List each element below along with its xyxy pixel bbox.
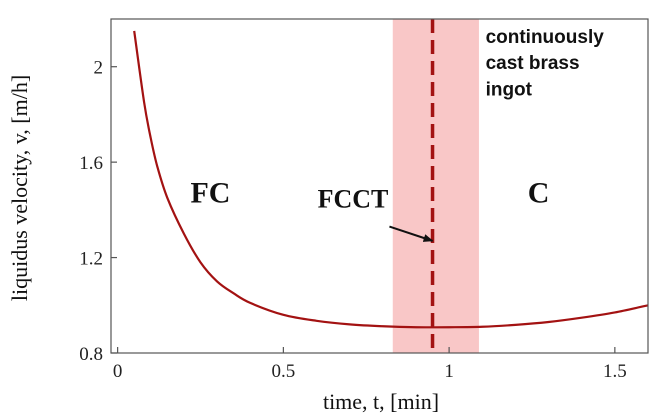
y-tick-label: 2 — [94, 58, 104, 79]
y-tick-label: 1.2 — [79, 249, 103, 270]
x-tick-label: 1 — [444, 361, 454, 382]
y-tick-label: 0.8 — [79, 344, 103, 365]
ingot-note-line: continuously — [486, 27, 605, 48]
axes: 0 0.5 1 1.5 0.8 1.2 1.6 2 FC C FCCT continuously cas… — [79, 18, 649, 382]
plot-area — [133, 19, 649, 353]
fcct-arrow — [389, 225, 434, 242]
x-tick-label: 1.5 — [603, 361, 627, 382]
ingot-note-line: cast brass — [486, 53, 580, 74]
velocity-curve-0 — [133, 30, 649, 329]
x-tick-label: 0 — [113, 361, 123, 382]
x-tick-label: 0.5 — [271, 361, 295, 382]
y-tick-label: 1.6 — [79, 153, 103, 174]
x-axis-label: time, t, [min] — [323, 389, 439, 414]
fcct-shaded-band — [392, 19, 479, 353]
region-label-fc: FC — [190, 177, 230, 210]
ingot-note-line: ingot — [486, 79, 533, 100]
fcct-annotation-label: FCCT — [318, 184, 389, 213]
region-label-c: C — [528, 177, 550, 210]
y-axis-label: liquidus velocity, v, [m/h] — [7, 75, 32, 301]
plot-frame — [110, 18, 649, 354]
